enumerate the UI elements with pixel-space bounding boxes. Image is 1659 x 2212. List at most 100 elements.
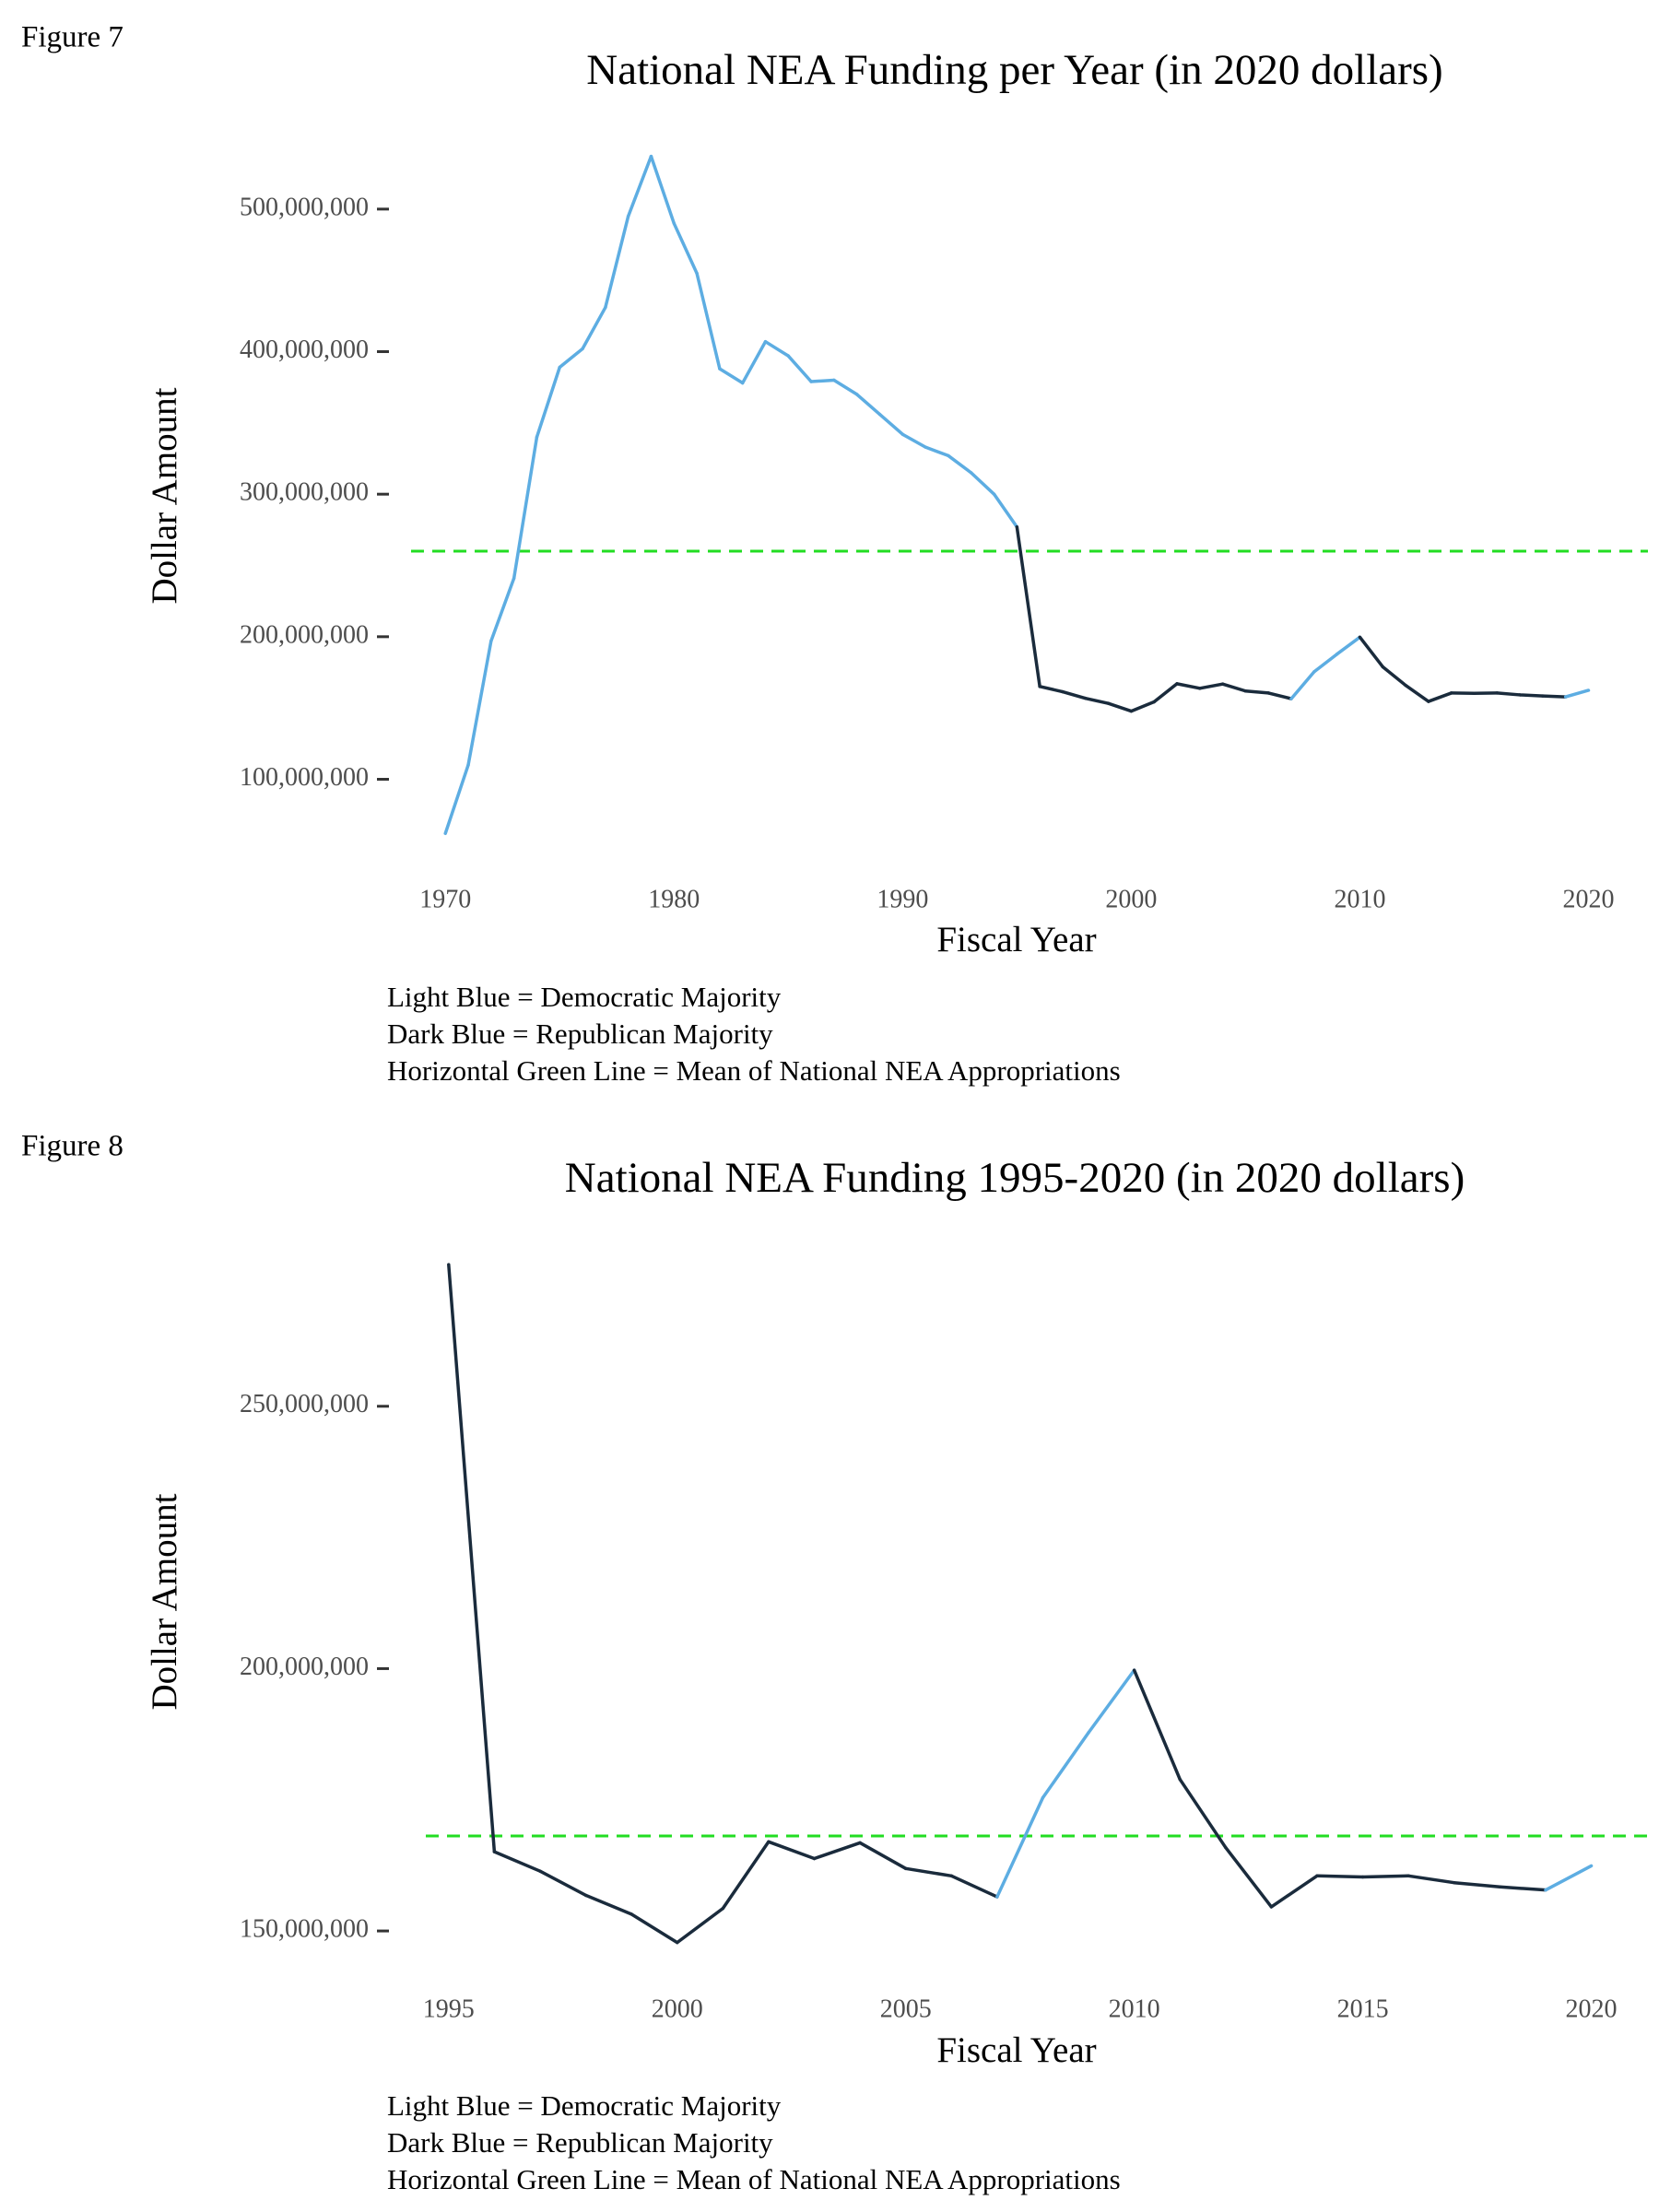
line-segment [489, 576, 516, 643]
line-segment [858, 1841, 908, 1871]
line-segment [995, 1795, 1045, 1899]
x-axis-label: Fiscal Year [936, 2030, 1096, 2070]
line-segment [969, 471, 996, 496]
line-segment [812, 1841, 862, 1861]
line-segment [1427, 691, 1453, 703]
line-segment [1038, 685, 1065, 694]
line-segment [1406, 1874, 1456, 1885]
line-segment [1358, 635, 1385, 669]
note: Dark Blue = Republican Majority [387, 1018, 773, 1050]
line-segment [1404, 683, 1430, 703]
line-segment [1084, 696, 1111, 705]
line-segment [1061, 689, 1088, 700]
line-segment [492, 1850, 542, 1873]
line-segment [466, 639, 493, 767]
x-tick-label: 2005 [880, 1994, 932, 2023]
y-tick-label: 300,000,000 [240, 478, 369, 507]
line-segment [1518, 693, 1545, 698]
x-axis-label: Fiscal Year [936, 920, 1096, 959]
y-tick-label: 200,000,000 [240, 1653, 369, 1681]
line-segment [1360, 1874, 1410, 1879]
line-segment [1266, 691, 1293, 700]
line-segment [447, 1263, 497, 1853]
y-axis-label: Dollar Amount [145, 387, 184, 604]
line-segment [767, 1840, 817, 1861]
x-tick-label: 2015 [1337, 1994, 1389, 2023]
x-tick-label: 2000 [652, 1994, 703, 2023]
line-segment [1106, 701, 1134, 713]
line-segment [1220, 682, 1248, 693]
line-segment [512, 435, 539, 581]
x-tick-label: 1970 [419, 885, 471, 913]
line-segment [695, 271, 722, 371]
line-segment [1541, 694, 1568, 699]
x-tick-label: 2010 [1334, 885, 1385, 913]
line-segment [832, 378, 859, 396]
figure-label: Figure 7 [21, 21, 124, 54]
line-segment [629, 1912, 679, 1945]
line-segment [1495, 691, 1522, 697]
line-segment [672, 221, 699, 276]
line-segment [877, 412, 905, 436]
line-segment [443, 763, 470, 836]
line-segment [1289, 670, 1316, 700]
y-tick-label: 500,000,000 [240, 193, 369, 221]
line-segment [1087, 1668, 1136, 1735]
line-segment [721, 1840, 771, 1911]
y-tick-label: 250,000,000 [240, 1390, 369, 1418]
line-segment [786, 354, 813, 383]
x-tick-label: 2020 [1563, 885, 1615, 913]
line-segment [854, 393, 882, 417]
line-segment [1243, 689, 1270, 695]
note: Dark Blue = Republican Majority [387, 2126, 773, 2159]
line-segment [1269, 1874, 1319, 1909]
x-tick-label: 1980 [648, 885, 700, 913]
line-segment [1129, 700, 1156, 713]
x-tick-label: 2000 [1105, 885, 1157, 913]
line-segment [1132, 1668, 1182, 1782]
line-segment [583, 1893, 633, 1916]
line-segment [581, 305, 607, 351]
line-segment [1315, 1874, 1365, 1879]
line-segment [1178, 1777, 1228, 1850]
line-segment [947, 453, 973, 475]
line-segment [675, 1906, 725, 1945]
x-tick-label: 1995 [423, 1994, 475, 2023]
chart-title: National NEA Funding 1995-2020 (in 2020 … [565, 1154, 1465, 1202]
line-segment [1335, 635, 1362, 656]
y-tick-label: 150,000,000 [240, 1914, 369, 1943]
line-segment [740, 339, 768, 385]
y-axis-label: Dollar Amount [145, 1493, 184, 1710]
x-tick-label: 2020 [1566, 1994, 1618, 2023]
line-segment [558, 347, 584, 370]
line-segment [535, 365, 561, 440]
figure-label: Figure 8 [21, 1130, 124, 1163]
y-tick-label: 100,000,000 [240, 763, 369, 792]
note: Light Blue = Democratic Majority [387, 2089, 782, 2122]
x-tick-label: 1990 [877, 885, 928, 913]
line-segment [1453, 1880, 1502, 1889]
chart-title: National NEA Funding per Year (in 2020 d… [586, 46, 1442, 94]
line-segment [1498, 1885, 1547, 1892]
line-segment [604, 214, 630, 310]
line-segment [718, 367, 745, 385]
line-segment [1563, 688, 1591, 699]
line-segment [1381, 665, 1407, 688]
y-tick-label: 400,000,000 [240, 335, 369, 364]
note: Horizontal Green Line = Mean of National… [387, 1054, 1121, 1087]
line-segment [1312, 652, 1339, 674]
line-segment [809, 378, 836, 383]
line-segment [949, 1874, 999, 1899]
line-segment [1041, 1731, 1090, 1800]
line-segment [1224, 1845, 1274, 1909]
note: Horizontal Green Line = Mean of National… [387, 2163, 1121, 2195]
line-segment [1198, 682, 1225, 690]
note: Light Blue = Democratic Majority [387, 981, 782, 1013]
line-segment [649, 154, 677, 226]
line-segment [1015, 525, 1041, 688]
line-segment [1175, 682, 1202, 690]
line-segment [1544, 1864, 1594, 1892]
line-segment [903, 1866, 954, 1878]
line-segment [538, 1869, 588, 1898]
